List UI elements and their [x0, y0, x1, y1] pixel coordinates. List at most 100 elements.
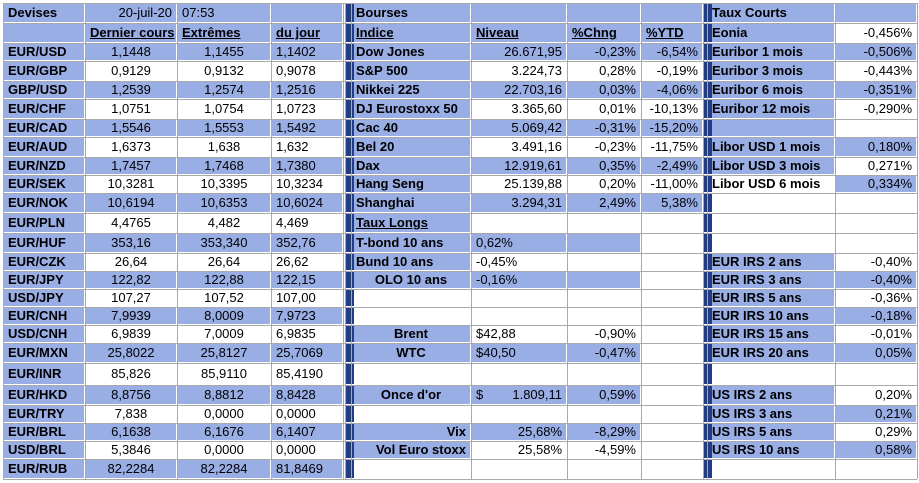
eur-irs-name: EUR IRS 3 ans: [712, 272, 802, 287]
us-irs-name-fill: [708, 442, 834, 458]
index-name-fill: [352, 82, 470, 98]
fx-column-header: Dernier cours: [90, 25, 175, 40]
short-rate-name-fill: [708, 120, 834, 136]
rate-row-fill: [836, 138, 916, 156]
short-rate-name: Libor USD 6 mois: [712, 176, 821, 191]
fx-low: 1,5492: [276, 120, 316, 135]
index-row-fill: [568, 82, 640, 98]
fx-pair-fill: [4, 62, 84, 80]
short-rate-name: Euribor 12 mois: [712, 101, 811, 116]
separator: [346, 234, 354, 252]
fx-high: 1,7468: [204, 158, 244, 173]
fx-row-fill: [86, 158, 176, 174]
separator: [704, 234, 712, 252]
fx-pair: EUR/TRY: [8, 406, 65, 421]
fx-pair: USD/CNH: [8, 326, 68, 341]
eur-irs-name-fill: [708, 344, 834, 362]
fx-low: 85,4190: [276, 366, 323, 381]
index-row-fill: [472, 44, 566, 60]
index-name-fill: [352, 100, 470, 118]
commodity-name: Once d'or: [380, 387, 442, 402]
column-header-fill: [642, 24, 702, 42]
commodity-value: $42,88: [476, 326, 516, 341]
fx-last: 1,0751: [111, 101, 151, 116]
separator: [346, 4, 354, 22]
fx-row-fill: [272, 158, 342, 174]
us-irs-name-fill: [708, 386, 834, 404]
fx-high: 1,5553: [204, 120, 244, 135]
short-rate-name: Euribor 6 mois: [712, 82, 804, 97]
fx-row-fill: [178, 424, 270, 440]
fx-pair-fill: [4, 120, 84, 136]
eur-irs-value: 0,05%: [875, 345, 912, 360]
separator: [346, 442, 354, 458]
index-column-header: Indice: [356, 25, 394, 40]
fx-high: 8,8812: [204, 387, 244, 402]
column-header-fill: [86, 24, 176, 42]
fx-low: 1,0723: [276, 101, 316, 116]
fx-high: 107,52: [204, 290, 244, 305]
separator: [346, 214, 354, 232]
fx-pair: EUR/GBP: [8, 63, 68, 78]
index-ytd: -6,54%: [656, 44, 698, 59]
index-level: 26.671,95: [504, 44, 562, 59]
grid-line: [3, 441, 917, 442]
grid-line: [3, 119, 917, 120]
index-name-fill: [352, 158, 470, 174]
index-ytd: -10,13%: [649, 101, 698, 116]
fx-pair: EUR/RUB: [8, 461, 68, 476]
grid-line: [567, 3, 568, 479]
fx-low: 10,3234: [276, 176, 323, 191]
fx-last: 10,3281: [107, 176, 155, 191]
commodity-change: -8,29%: [594, 424, 636, 439]
fx-pair: EUR/USD: [8, 44, 67, 59]
grid-line: [3, 157, 917, 158]
eur-irs-value: -0,01%: [870, 326, 912, 341]
fx-low: 6,9835: [276, 326, 316, 341]
separator: [346, 290, 354, 306]
separator: [704, 120, 712, 136]
taux-courts-title: Taux Courts: [712, 5, 787, 20]
header-fill: [272, 4, 342, 22]
fx-pair: EUR/CHF: [8, 101, 66, 116]
fx-row-fill: [178, 82, 270, 98]
fx-high: 0,0000: [204, 406, 244, 421]
separator: [704, 442, 712, 458]
fx-low: 0,0000: [276, 442, 316, 457]
index-name: Hang Seng: [356, 176, 424, 191]
short-rate-name: Euribor 3 mois: [712, 63, 804, 78]
fx-high: 1,638: [207, 139, 241, 154]
fx-column-header: du jour: [276, 25, 321, 40]
bourses-title: Bourses: [356, 5, 409, 20]
fx-high: 1,1455: [204, 44, 244, 59]
bond-value: 0,62%: [476, 235, 513, 250]
commodity-name-fill: [352, 442, 470, 458]
fx-pair: EUR/CAD: [8, 120, 68, 135]
eur-irs-name-fill: [708, 308, 834, 324]
grid-line: [3, 3, 4, 479]
fx-high: 8,0009: [204, 308, 244, 323]
fx-row-fill: [178, 194, 270, 212]
eur-irs-value: -0,40%: [870, 254, 912, 269]
index-row-fill: [472, 194, 566, 212]
index-row-fill: [642, 82, 702, 98]
bond-name: OLO 10 ans: [374, 272, 448, 287]
short-rate-value: -0,351%: [863, 82, 912, 97]
fx-pair: EUR/NOK: [8, 195, 68, 210]
fx-high: 353,340: [200, 235, 248, 250]
commodity-name: Vix: [446, 424, 466, 439]
index-row-fill: [472, 82, 566, 98]
short-rate-value: -0,456%: [863, 25, 912, 40]
grid-line: [3, 3, 917, 4]
fx-pair-fill: [4, 214, 84, 232]
fx-high: 4,482: [207, 215, 241, 230]
index-ytd: -0,19%: [656, 63, 698, 78]
index-name: Bel 20: [356, 139, 395, 154]
irs-row-fill: [836, 406, 916, 422]
grid-line: [3, 61, 917, 62]
bond-name: Bund 10 ans: [356, 254, 434, 269]
separator: [704, 194, 712, 212]
index-name-fill: [352, 138, 470, 156]
separator: [704, 138, 712, 156]
separator: [346, 364, 354, 384]
